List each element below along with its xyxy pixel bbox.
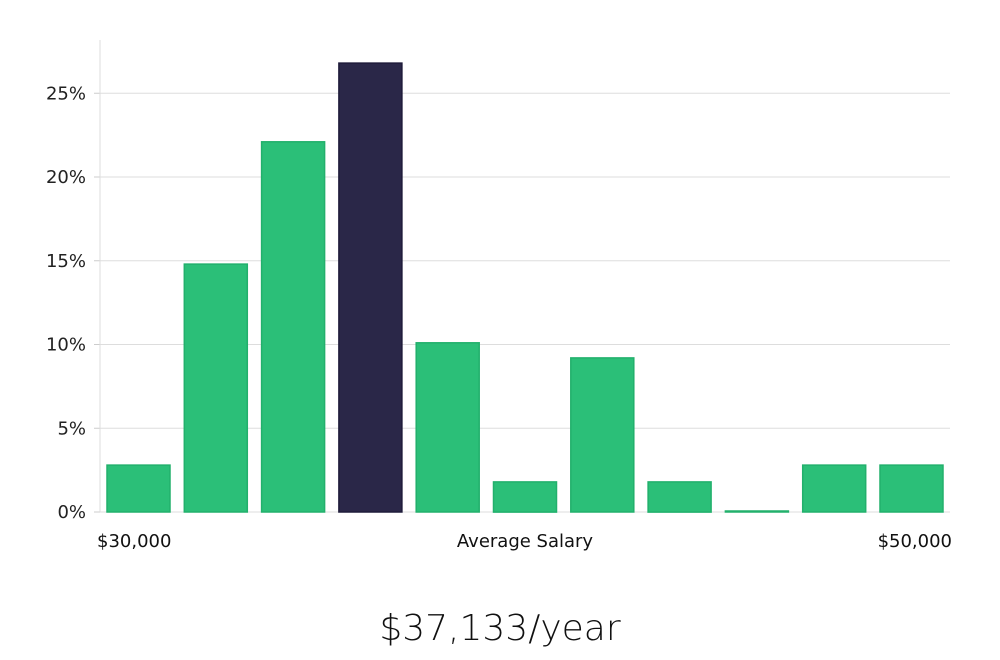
bar-highlighted	[338, 62, 403, 513]
average-salary-value: $37,133/year	[379, 608, 621, 649]
bar	[801, 464, 867, 513]
y-tick-label: 20%	[46, 167, 86, 188]
bar	[260, 141, 326, 513]
bars	[106, 62, 944, 513]
y-axis-ticks: 0% 5% 10% 15% 20% 25%	[46, 83, 100, 523]
x-range-min-label: $30,000	[97, 531, 171, 552]
bar	[879, 464, 944, 513]
y-tick-label: 0%	[57, 502, 86, 523]
bar	[183, 263, 249, 513]
bar	[492, 481, 558, 513]
x-axis-title: Average Salary	[457, 531, 594, 552]
x-range-max-label: $50,000	[878, 531, 952, 552]
salary-histogram: 0%5%10%15%20%25% $30,000 Average Salary …	[46, 40, 952, 552]
bar	[415, 342, 480, 513]
bar	[570, 357, 635, 513]
y-tick-label: 25%	[46, 83, 86, 104]
y-tick-label: 15%	[46, 251, 86, 272]
bar	[647, 481, 712, 513]
y-tick-label: 10%	[46, 335, 86, 356]
bar	[724, 510, 790, 513]
y-tick-label: 5%	[57, 418, 86, 439]
bar	[106, 464, 171, 513]
